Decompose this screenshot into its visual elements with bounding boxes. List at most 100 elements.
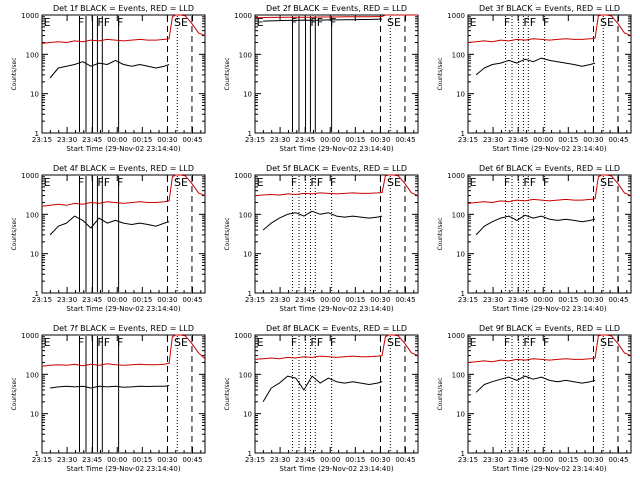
x-tick-label: 00:30 <box>157 136 177 144</box>
event-annotation: FF <box>523 176 536 189</box>
y-tick-label: 1000 <box>447 12 465 20</box>
event-annotation: F <box>78 336 84 349</box>
event-annotation: E <box>257 336 264 349</box>
y-axis-label: Counts/sec <box>224 377 231 410</box>
y-tick-label: 1000 <box>447 172 465 180</box>
y-tick-label: 1000 <box>21 12 39 20</box>
x-axis-label: Start Time (29-Nov-02 23:14:40) <box>492 465 606 473</box>
x-tick-label: 23:30 <box>270 456 290 464</box>
y-tick-label: 1 <box>461 290 465 298</box>
event-annotation: E <box>470 176 477 189</box>
event-annotation: SE <box>387 336 401 349</box>
x-tick-label: 23:15 <box>32 296 52 304</box>
event-annotation: SE <box>387 176 401 189</box>
y-tick-label: 10 <box>243 411 252 419</box>
events-series-line <box>262 210 383 231</box>
event-annotation: FF <box>310 16 323 29</box>
y-axis-label: Counts/sec <box>11 57 18 90</box>
y-tick-label: 10 <box>456 251 465 259</box>
y-tick-label: 1000 <box>234 332 252 340</box>
x-tick-label: 00:00 <box>107 456 127 464</box>
panel-title: Det 4f BLACK = Events, RED = LLD <box>53 164 194 173</box>
x-axis-label: Start Time (29-Nov-02 23:14:40) <box>492 145 606 153</box>
lld-series-line <box>467 14 632 43</box>
event-annotation: SE <box>174 336 188 349</box>
event-annotation: FF <box>310 336 323 349</box>
x-axis-label: Start Time (29-Nov-02 23:14:40) <box>279 465 393 473</box>
events-series-line <box>49 215 170 236</box>
y-tick-label: 1000 <box>234 172 252 180</box>
event-annotation: FF <box>310 176 323 189</box>
x-tick-label: 23:30 <box>57 456 77 464</box>
event-annotation: SE <box>174 16 188 29</box>
y-tick-label: 100 <box>452 51 465 59</box>
x-tick-label: 00:45 <box>608 296 628 304</box>
event-annotation: F <box>543 336 549 349</box>
x-tick-label: 00:45 <box>182 136 202 144</box>
x-tick-label: 00:15 <box>345 456 365 464</box>
event-annotation: F <box>543 16 549 29</box>
x-tick-label: 23:30 <box>270 136 290 144</box>
event-annotation: F <box>330 336 336 349</box>
y-tick-label: 10 <box>243 91 252 99</box>
y-tick-label: 10 <box>30 411 39 419</box>
y-tick-label: 100 <box>452 211 465 219</box>
x-tick-label: 23:15 <box>32 456 52 464</box>
y-tick-label: 1000 <box>21 172 39 180</box>
event-annotation: F <box>117 176 123 189</box>
events-series-line <box>475 57 596 76</box>
event-annotation: E <box>44 16 51 29</box>
lld-series-line <box>467 174 632 204</box>
x-tick-label: 23:15 <box>245 136 265 144</box>
plot-frame <box>41 14 206 134</box>
detector-panel: Det 8f BLACK = Events, RED = LLD 1 10 100 10… <box>224 324 419 473</box>
plot-frame <box>467 14 632 134</box>
lld-series-line <box>467 334 632 363</box>
detector-panel: Det 6f BLACK = Events, RED = LLD 1 10 100 10… <box>437 164 632 313</box>
event-annotation: F <box>78 176 84 189</box>
panel-title: Det 6f BLACK = Events, RED = LLD <box>479 164 620 173</box>
y-axis-label: Counts/sec <box>11 377 18 410</box>
x-tick-label: 00:15 <box>345 296 365 304</box>
detector-panel: Det 1f BLACK = Events, RED = LLD 1 10 100 10… <box>11 4 206 153</box>
x-tick-label: 00:45 <box>608 136 628 144</box>
event-annotation: FF <box>97 16 110 29</box>
y-axis-label: Counts/sec <box>224 57 231 90</box>
x-tick-label: 00:15 <box>558 296 578 304</box>
panel-title: Det 9f BLACK = Events, RED = LLD <box>479 324 620 333</box>
event-annotation: F <box>291 336 297 349</box>
y-tick-label: 100 <box>452 371 465 379</box>
x-tick-label: 23:45 <box>508 296 528 304</box>
y-tick-label: 1 <box>248 450 252 458</box>
x-tick-label: 23:30 <box>483 456 503 464</box>
x-tick-label: 23:15 <box>458 296 478 304</box>
y-axis-label: Counts/sec <box>437 217 444 250</box>
lld-series-line <box>254 174 419 197</box>
lld-series-line <box>254 334 419 360</box>
y-tick-label: 1 <box>461 450 465 458</box>
plot-frame <box>41 174 206 294</box>
plot-frame <box>254 174 419 294</box>
event-annotation: F <box>78 16 84 29</box>
x-tick-label: 00:00 <box>320 456 340 464</box>
panel-title: Det 8f BLACK = Events, RED = LLD <box>266 324 407 333</box>
x-tick-label: 23:45 <box>295 296 315 304</box>
event-annotation: E <box>44 176 51 189</box>
x-tick-label: 00:45 <box>395 456 415 464</box>
x-tick-label: 00:45 <box>182 456 202 464</box>
x-tick-label: 23:15 <box>32 136 52 144</box>
x-axis-label: Start Time (29-Nov-02 23:14:40) <box>279 145 393 153</box>
x-axis-label: Start Time (29-Nov-02 23:14:40) <box>66 465 180 473</box>
x-axis-label: Start Time (29-Nov-02 23:14:40) <box>66 305 180 313</box>
y-tick-label: 1000 <box>234 12 252 20</box>
x-tick-label: 00:45 <box>395 296 415 304</box>
detector-panel: Det 9f BLACK = Events, RED = LLD 1 10 100 10… <box>437 324 632 473</box>
lld-series-line <box>254 14 418 19</box>
x-tick-label: 00:15 <box>558 136 578 144</box>
detector-panel: Det 2f BLACK = Events, RED = LLD 1 10 100 10… <box>224 4 419 153</box>
lld-series-line <box>41 174 206 207</box>
panel-title: Det 1f BLACK = Events, RED = LLD <box>53 4 194 13</box>
event-annotation: F <box>504 336 510 349</box>
event-annotation: F <box>117 336 123 349</box>
plot-frame <box>254 334 419 454</box>
